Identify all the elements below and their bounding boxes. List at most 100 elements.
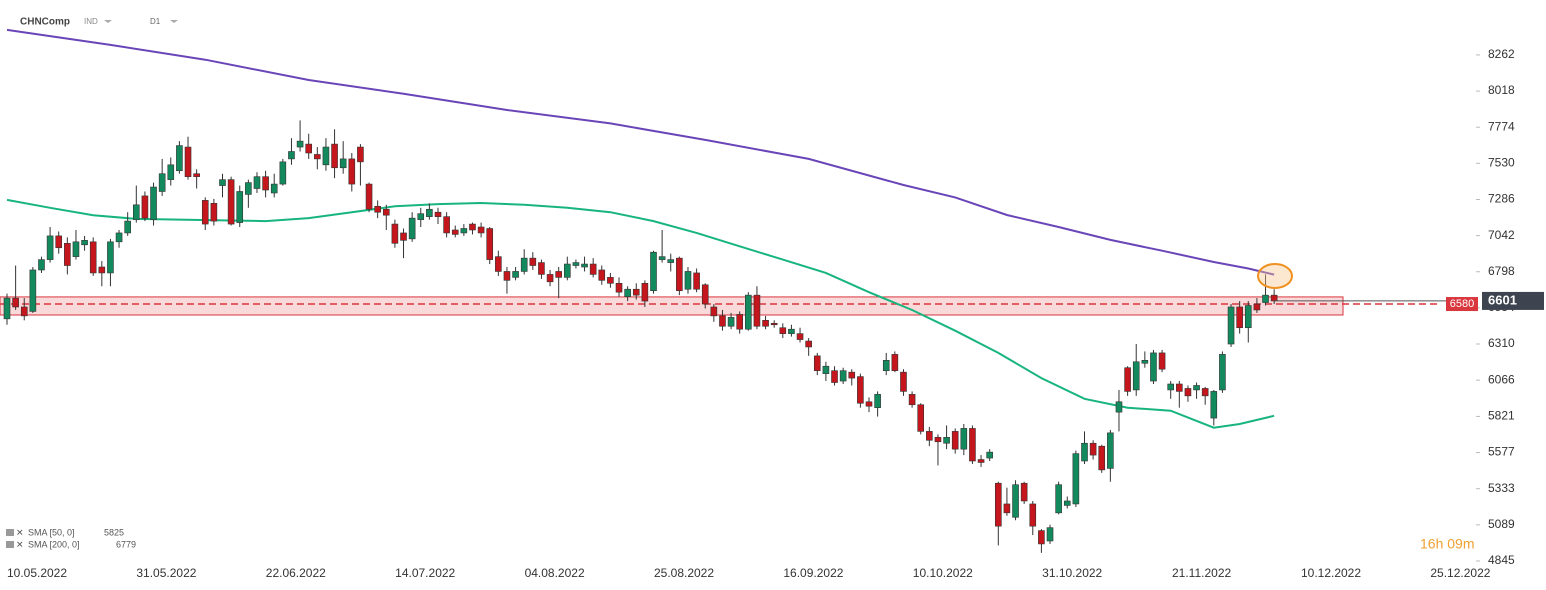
candle-body (296, 140, 304, 148)
candle-body (1124, 367, 1131, 392)
candle-body (632, 288, 640, 296)
y-tick-label: 7042 (1488, 228, 1515, 242)
candle-body (3, 297, 11, 320)
candle-body (184, 146, 192, 177)
y-tick-label: 6066 (1488, 372, 1515, 386)
sma-line (6, 198, 1275, 429)
dropdown-icon[interactable] (104, 20, 112, 23)
legend-value: 6779 (116, 539, 136, 549)
candle-body (788, 328, 795, 334)
legend-name: SMA [200, 0] (28, 539, 80, 549)
candle-body (1150, 352, 1157, 382)
candle-body (1132, 361, 1140, 391)
candle-body (1020, 482, 1028, 502)
candle-body (495, 256, 502, 272)
candle-body (1253, 303, 1261, 311)
candle-body (1072, 453, 1080, 505)
price-label: 6601 (1488, 292, 1517, 307)
legend-icon (6, 541, 14, 548)
candle-body (374, 205, 381, 213)
symbol-type[interactable]: IND (84, 17, 98, 26)
candle-body (107, 241, 114, 274)
highlight (1257, 263, 1293, 289)
y-tick-label: 7286 (1488, 192, 1515, 206)
candle-body (641, 282, 649, 302)
candle-body (908, 394, 916, 406)
candle-body (615, 282, 623, 293)
candle-body (848, 371, 856, 379)
candle-body (1141, 360, 1149, 364)
x-tick-label: 25.08.2022 (654, 566, 714, 580)
candle-body (141, 195, 149, 219)
x-tick-label: 31.05.2022 (136, 566, 196, 580)
candle-body (1176, 383, 1183, 392)
candle-body (813, 355, 821, 371)
level-tag (1446, 297, 1478, 312)
candle-body (331, 143, 338, 169)
candle-body (1003, 503, 1011, 514)
candle-body (882, 360, 890, 371)
candle-body (382, 208, 390, 216)
candle-body (477, 226, 485, 234)
candle-body (874, 394, 881, 408)
candle-body (986, 451, 993, 459)
candle-body (1244, 305, 1252, 329)
candle-body (46, 235, 54, 260)
y-tick-label: 6798 (1488, 264, 1515, 278)
candle-body (1167, 383, 1174, 391)
price-tag (1482, 291, 1544, 310)
candle-body (38, 259, 45, 271)
candle-body (581, 263, 588, 268)
candle-body (994, 482, 1002, 527)
candle-body (1236, 306, 1243, 329)
y-tick-label: 4845 (1488, 553, 1515, 567)
x-tick-label: 16.09.2022 (783, 566, 843, 580)
x-tick-label: 10.10.2022 (913, 566, 973, 580)
candle-body (831, 370, 838, 383)
candle-body (555, 271, 562, 278)
y-tick-label: 5577 (1488, 445, 1515, 459)
candle-body (736, 314, 744, 330)
candle-body (960, 428, 968, 450)
candle-body (607, 277, 614, 284)
candle-body (900, 371, 907, 392)
candle-body (339, 158, 347, 169)
candle-body (219, 179, 226, 186)
timeframe[interactable]: D1 (150, 17, 161, 26)
candle-body (365, 183, 373, 210)
candle-body (158, 173, 166, 192)
support-zone (0, 296, 1344, 316)
symbol[interactable]: CHNComp (20, 17, 70, 28)
candle-body (1184, 388, 1192, 397)
candle-body (865, 401, 873, 407)
candle-body (227, 179, 235, 225)
candle-body (150, 186, 157, 220)
candle-body (503, 271, 511, 281)
candle-body (650, 251, 657, 292)
dropdown-icon[interactable] (170, 20, 178, 23)
legend-close: ✕ (16, 539, 24, 549)
candle-body (538, 262, 545, 275)
legend-close: ✕ (16, 527, 24, 537)
candle-body (133, 204, 140, 220)
candle-body (891, 354, 899, 371)
candle-body (469, 223, 476, 231)
candle-body (236, 191, 244, 223)
legend-icon (6, 529, 14, 536)
candle-body (693, 272, 700, 290)
legend-name: SMA [50, 0] (28, 527, 75, 537)
candle-body (1270, 294, 1278, 302)
candle-body (1055, 484, 1062, 514)
candle-body (1227, 306, 1235, 345)
candle-body (520, 257, 528, 272)
y-tick-label: 7530 (1488, 156, 1515, 170)
y-tick-label: 6310 (1488, 336, 1515, 350)
candle-body (572, 262, 580, 266)
candle-body (805, 340, 812, 348)
y-tick-label: 7774 (1488, 119, 1515, 133)
candle-body (1081, 442, 1088, 462)
candle-body (1158, 352, 1166, 370)
candle-body (391, 223, 399, 244)
x-tick-label: 04.08.2022 (525, 566, 585, 580)
